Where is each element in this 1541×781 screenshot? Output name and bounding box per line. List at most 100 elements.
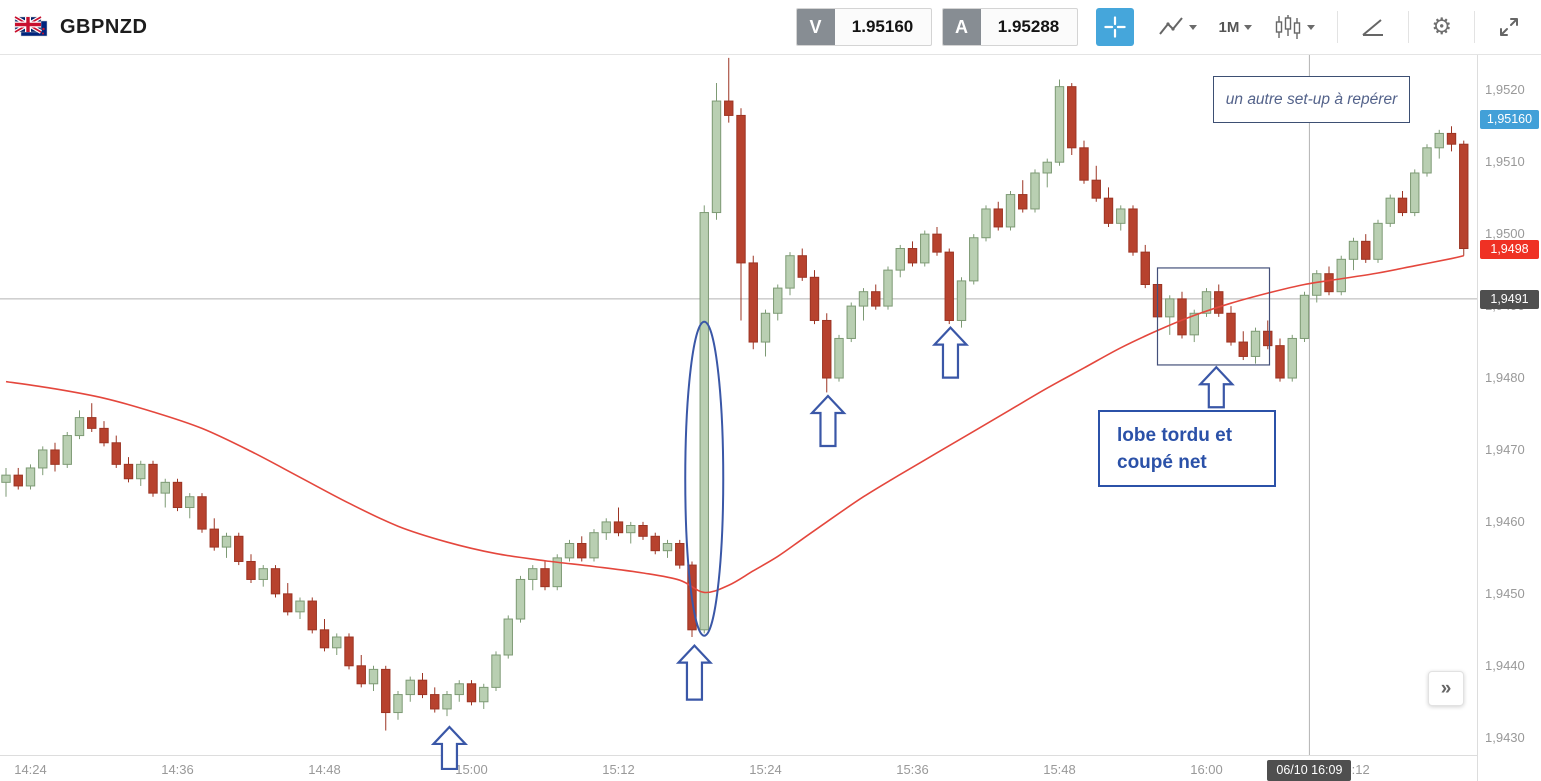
candle-body: [1385, 197, 1395, 224]
toolbar-separator: [1408, 11, 1410, 43]
crosshair-layer: [0, 55, 1477, 755]
line-chart-icon: [1158, 17, 1183, 35]
candle-body: [1348, 240, 1359, 260]
candlestick-chart[interactable]: [0, 55, 1477, 781]
candle-body: [1, 474, 11, 483]
gbp-nzd-flag-icon: [14, 15, 48, 39]
candle-body: [1373, 222, 1383, 260]
candle-body: [1214, 291, 1224, 314]
candle-body: [393, 694, 403, 714]
candle-body: [270, 568, 281, 595]
candle-body: [589, 532, 599, 559]
candle-body: [1446, 132, 1457, 145]
candle-body: [148, 463, 158, 494]
interval-dropdown[interactable]: 1M: [1213, 13, 1259, 42]
candle-body: [1397, 197, 1408, 214]
crosshair-tool-button[interactable]: [1095, 8, 1134, 46]
candle-body: [160, 481, 170, 494]
candle-body: [613, 521, 624, 534]
time-tick-label: 15:24: [749, 762, 782, 777]
candle-body: [25, 467, 36, 487]
candle-style-dropdown[interactable]: [1268, 8, 1321, 46]
price-axis[interactable]: 1,95201,95101,95001,94901,94801,94701,94…: [1477, 55, 1541, 781]
candle-body: [99, 427, 109, 444]
candle-body: [785, 255, 795, 289]
expand-icon: [1500, 18, 1518, 36]
candle-body: [1410, 172, 1420, 214]
candle-body: [809, 276, 820, 321]
annotation-note-lobe: lobe tordu et coupé net: [1098, 410, 1276, 487]
chart-type-dropdown[interactable]: [1152, 9, 1203, 45]
sell-price: 1.95160: [851, 17, 914, 36]
candle-body: [454, 683, 464, 696]
price-tick-label: 1,9510: [1485, 154, 1525, 170]
time-tick-label: 15:00: [455, 762, 488, 777]
indicators-button[interactable]: [1354, 9, 1392, 45]
chevron-down-icon: [1188, 24, 1197, 30]
annotation-note-setup: un autre set-up à repérer: [1213, 76, 1410, 123]
candle-body: [540, 568, 550, 588]
price-tick-label: 1,9440: [1485, 657, 1525, 673]
up-arrow-annotation: [675, 644, 713, 701]
candle-body: [1030, 172, 1040, 210]
candle-body: [920, 233, 930, 264]
candle-body: [405, 679, 415, 696]
candle-body: [356, 665, 366, 685]
candle-body: [1091, 179, 1101, 199]
candle-body: [1287, 337, 1297, 379]
candle-body: [258, 568, 268, 580]
candle-body: [711, 100, 722, 214]
candle-body: [993, 208, 1003, 228]
candle-body: [479, 686, 489, 703]
buy-price: 1.95288: [997, 17, 1060, 36]
crosshair-price-badge: 1,9491: [1480, 289, 1539, 309]
candle-body: [956, 280, 967, 321]
candle-body: [797, 255, 807, 278]
candle-body: [1361, 240, 1371, 260]
toolbar-controls: V 1.95160 A 1.95288 1M: [795, 8, 1527, 46]
moving-average-line: [5, 254, 1464, 594]
symbol-group: GBPNZD: [14, 15, 147, 39]
candle-body: [319, 629, 330, 649]
candle-body: [699, 212, 709, 631]
buy-quote-button[interactable]: A 1.95288: [941, 8, 1078, 46]
candle-body: [381, 668, 391, 714]
candle-body: [1103, 197, 1114, 224]
candle-body: [1238, 341, 1248, 357]
candle-body: [295, 600, 305, 613]
sell-quote-button[interactable]: V 1.95160: [795, 8, 932, 46]
candle-body: [1459, 143, 1469, 250]
candle-body: [1054, 86, 1065, 163]
candle-body: [111, 442, 121, 465]
candles-layer: [1, 57, 1469, 731]
scroll-to-latest-button[interactable]: »: [1428, 671, 1464, 706]
fullscreen-button[interactable]: [1491, 9, 1527, 45]
settings-button[interactable]: ⚙: [1425, 10, 1458, 45]
candle-body: [601, 521, 611, 534]
candle-body: [50, 449, 60, 465]
price-tick-label: 1,9430: [1485, 729, 1525, 745]
candle-body: [883, 269, 893, 307]
candle-body: [822, 319, 832, 379]
candle-body: [62, 435, 72, 465]
crosshair-icon: [1103, 16, 1126, 38]
candle-body: [503, 618, 513, 656]
candle-body: [283, 593, 293, 613]
candle-body: [246, 560, 256, 580]
candle-body: [638, 525, 648, 537]
candle-body: [185, 496, 195, 509]
candle-body: [172, 481, 183, 509]
candle-body: [736, 114, 746, 264]
candle-body: [1140, 251, 1150, 285]
time-axis[interactable]: 14:24 14:36 14:48 15:00 15:12 15:24 15:36 15:48…: [0, 755, 1477, 781]
up-arrow-annotation: [809, 394, 847, 448]
candle-body: [1312, 273, 1322, 296]
time-tick-label: 15:48: [1043, 762, 1076, 777]
candlestick-icon: [1276, 15, 1301, 39]
candle-body: [1324, 273, 1334, 293]
sell-label: V: [796, 9, 835, 45]
candle-body: [944, 251, 954, 321]
candle-body: [1422, 147, 1432, 174]
price-tick-label: 1,9450: [1485, 585, 1525, 601]
candle-body: [1128, 208, 1138, 253]
